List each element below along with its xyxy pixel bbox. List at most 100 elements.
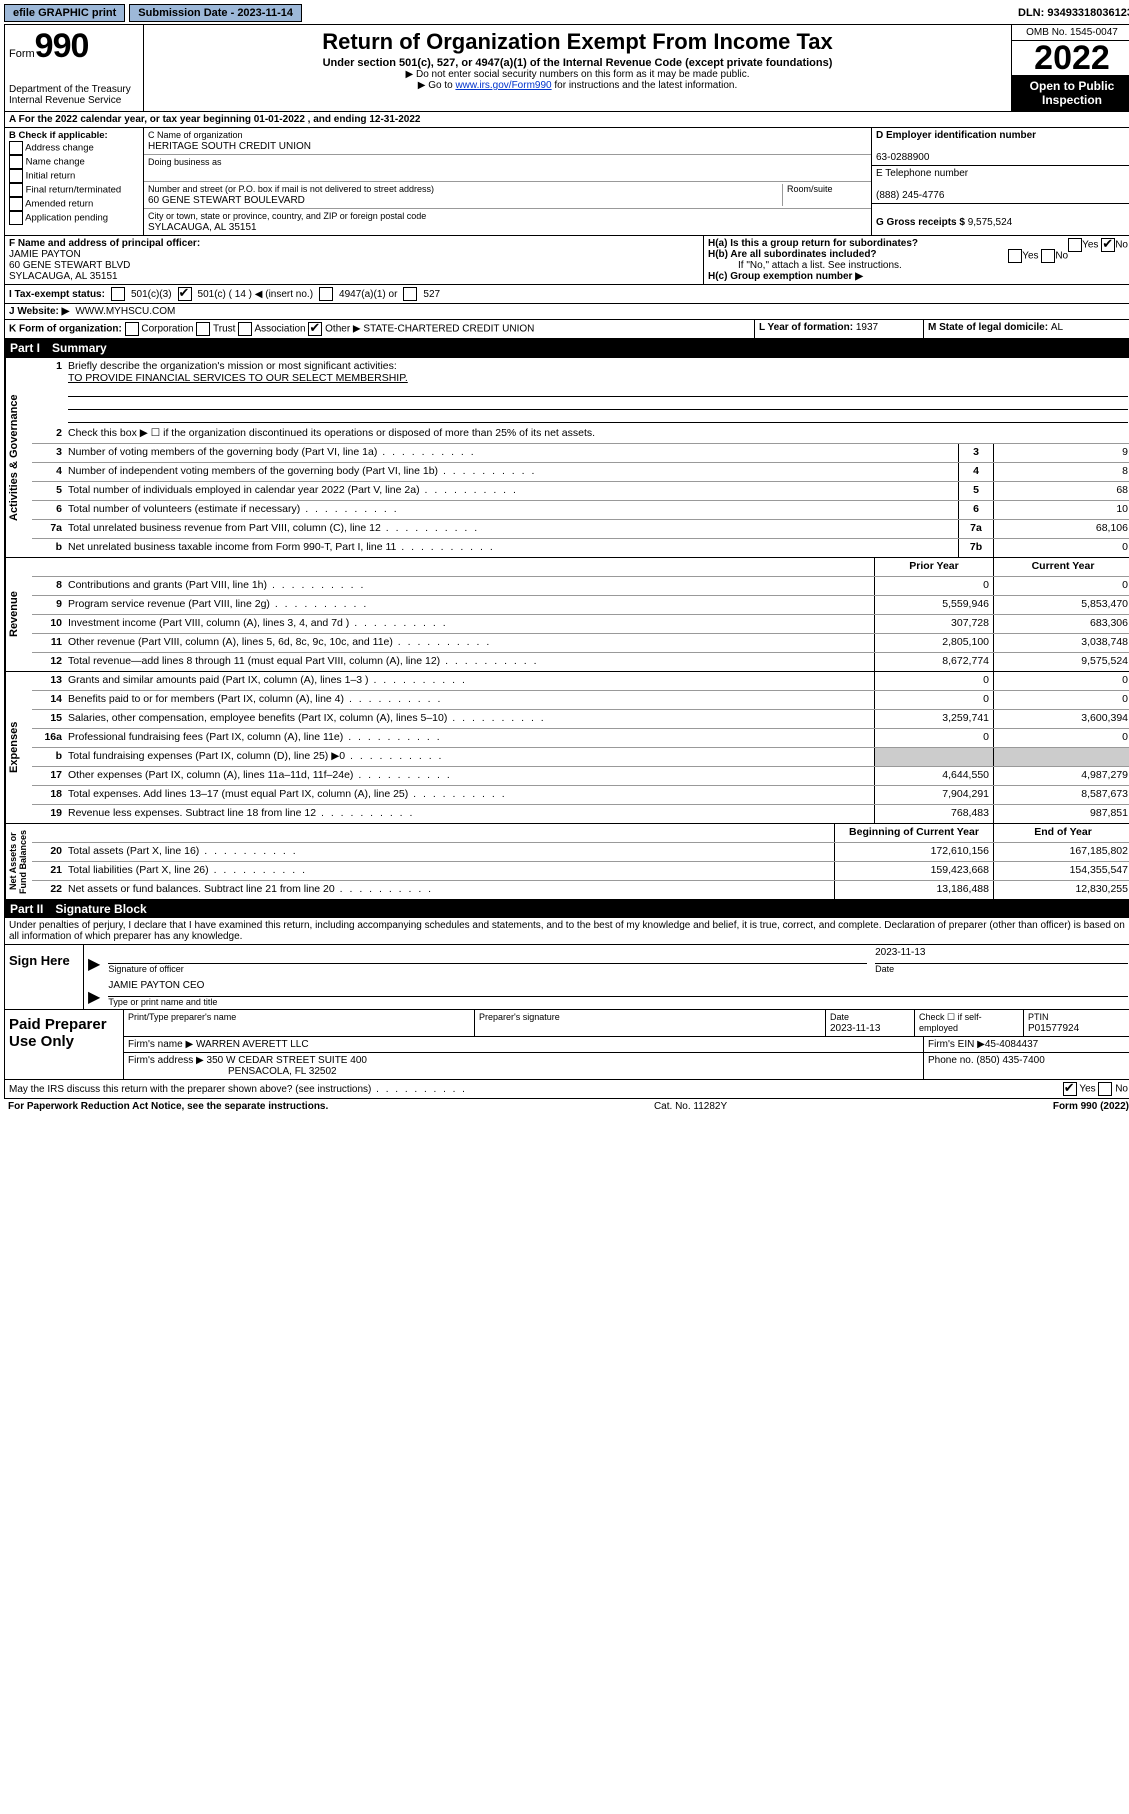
date-label: Date: [875, 964, 1128, 974]
j-label: J Website: ▶: [9, 306, 69, 317]
current-value: 683,306: [993, 615, 1129, 633]
opt-assoc: Association: [254, 324, 305, 335]
line-value: 8: [993, 463, 1129, 481]
line-desc: Total revenue—add lines 8 through 11 (mu…: [64, 653, 874, 671]
dept-label: Department of the Treasury: [9, 84, 139, 95]
current-value: 0: [993, 729, 1129, 747]
hc-label: H(c) Group exemption number ▶: [708, 271, 863, 282]
note2-pre: ▶ Go to: [418, 80, 456, 91]
chk-corp[interactable]: [125, 322, 139, 336]
section-expenses: Expenses 13 Grants and similar amounts p…: [4, 672, 1129, 824]
gross-value: 9,575,524: [968, 217, 1013, 228]
discuss-yes[interactable]: [1063, 1082, 1077, 1096]
irs-link[interactable]: www.irs.gov/Form990: [455, 80, 551, 91]
line-desc: Total fundraising expenses (Part IX, col…: [64, 748, 874, 766]
line-value: 10: [993, 501, 1129, 519]
vtab-revenue: Revenue: [5, 558, 32, 671]
org-name-label: C Name of organization: [148, 130, 243, 140]
summary-line: b Total fundraising expenses (Part IX, c…: [32, 748, 1129, 767]
chk-name-change[interactable]: Name change: [9, 155, 139, 169]
hdr-prior-year: Prior Year: [874, 558, 993, 576]
ha-label: H(a) Is this a group return for subordin…: [708, 238, 918, 249]
firm-ein-label: Firm's EIN ▶: [928, 1039, 985, 1050]
chk-527[interactable]: [403, 287, 417, 301]
form-header: Form990 Department of the Treasury Inter…: [4, 24, 1129, 112]
summary-line: 11 Other revenue (Part VIII, column (A),…: [32, 634, 1129, 653]
pra-notice: For Paperwork Reduction Act Notice, see …: [8, 1101, 328, 1112]
line-num: 17: [32, 767, 64, 785]
hb-yes[interactable]: [1008, 249, 1022, 263]
line-box: 6: [958, 501, 993, 519]
current-value: 167,185,802: [993, 843, 1129, 861]
city-cell: City or town, state or province, country…: [144, 209, 871, 235]
chk-amended[interactable]: Amended return: [9, 197, 139, 211]
summary-line: 12 Total revenue—add lines 8 through 11 …: [32, 653, 1129, 671]
org-name: HERITAGE SOUTH CREDIT UNION: [148, 141, 311, 152]
opt-527: 527: [423, 289, 440, 300]
gross-cell: G Gross receipts $ 9,575,524: [872, 204, 1129, 230]
line-desc: Professional fundraising fees (Part IX, …: [64, 729, 874, 747]
chk-trust[interactable]: [196, 322, 210, 336]
l-label: L Year of formation:: [759, 322, 856, 333]
chk-501c3[interactable]: [111, 287, 125, 301]
hb-no[interactable]: [1041, 249, 1055, 263]
line-num: 4: [32, 463, 64, 481]
chk-initial-return[interactable]: Initial return: [9, 169, 139, 183]
part1-label: Part I: [10, 341, 40, 355]
addr-value: 60 GENE STEWART BOULEVARD: [148, 195, 305, 206]
chk-address-change[interactable]: Address change: [9, 141, 139, 155]
line-value: 0: [993, 539, 1129, 557]
line-desc: Salaries, other compensation, employee b…: [64, 710, 874, 728]
paid-preparer-block: Paid Preparer Use Only Print/Type prepar…: [4, 1010, 1129, 1080]
dln-text: DLN: 93493318036123: [1018, 7, 1129, 19]
current-value: [993, 748, 1129, 766]
irs-label: Internal Revenue Service: [9, 95, 139, 106]
form-number-box: Form990 Department of the Treasury Inter…: [5, 25, 144, 111]
chk-501c[interactable]: [178, 287, 192, 301]
state-domicile: AL: [1051, 322, 1063, 333]
summary-line: 17 Other expenses (Part IX, column (A), …: [32, 767, 1129, 786]
line-desc: Benefits paid to or for members (Part IX…: [64, 691, 874, 709]
line-desc: Other revenue (Part VIII, column (A), li…: [64, 634, 874, 652]
vtab-expenses: Expenses: [5, 672, 32, 823]
efile-btn[interactable]: efile GRAPHIC print: [4, 4, 125, 22]
opt-4947: 4947(a)(1) or: [339, 289, 397, 300]
ha-no[interactable]: [1101, 238, 1115, 252]
addr-label: Number and street (or P.O. box if mail i…: [148, 184, 434, 194]
footer: For Paperwork Reduction Act Notice, see …: [4, 1099, 1129, 1114]
summary-line: 10 Investment income (Part VIII, column …: [32, 615, 1129, 634]
firm-name-label: Firm's name ▶: [128, 1039, 193, 1050]
line-num: 5: [32, 482, 64, 500]
prior-value: 172,610,156: [834, 843, 993, 861]
discuss-no[interactable]: [1098, 1082, 1112, 1096]
line-num: 11: [32, 634, 64, 652]
sign-here-block: Sign Here ▶ Signature of officer 2023-11…: [4, 945, 1129, 1010]
paid-label: Paid Preparer Use Only: [5, 1010, 124, 1079]
chk-4947[interactable]: [319, 287, 333, 301]
signature-line[interactable]: [108, 947, 867, 964]
officer-name-label: Type or print name and title: [108, 997, 1128, 1007]
ha-yes[interactable]: [1068, 238, 1082, 252]
chk-label: Name change: [26, 157, 85, 168]
current-value: 987,851: [993, 805, 1129, 823]
header-title-box: Return of Organization Exempt From Incom…: [144, 25, 1011, 111]
f-label: F Name and address of principal officer:: [9, 238, 200, 249]
chk-final-return[interactable]: Final return/terminated: [9, 183, 139, 197]
chk-assoc[interactable]: [238, 322, 252, 336]
prior-value: 3,259,741: [874, 710, 993, 728]
officer-name-value: JAMIE PAYTON CEO: [108, 980, 1128, 997]
principal-officer: F Name and address of principal officer:…: [5, 236, 703, 284]
vtab-governance: Activities & Governance: [5, 358, 32, 557]
prior-value: 0: [874, 577, 993, 595]
chk-other[interactable]: [308, 322, 322, 336]
opt-trust: Trust: [213, 324, 235, 335]
sig-date: 2023-11-13: [875, 947, 1128, 964]
officer-addr2: SYLACAUGA, AL 35151: [9, 271, 118, 282]
part2-title: Signature Block: [55, 902, 146, 916]
addr-cell: Number and street (or P.O. box if mail i…: [144, 182, 871, 209]
chk-app-pending[interactable]: Application pending: [9, 211, 139, 225]
row-i-tax-status: I Tax-exempt status: 501(c)(3) 501(c) ( …: [4, 285, 1129, 304]
prior-value: 0: [874, 672, 993, 690]
submission-date-btn[interactable]: Submission Date - 2023-11-14: [129, 4, 302, 22]
line-desc: Net assets or fund balances. Subtract li…: [64, 881, 834, 899]
